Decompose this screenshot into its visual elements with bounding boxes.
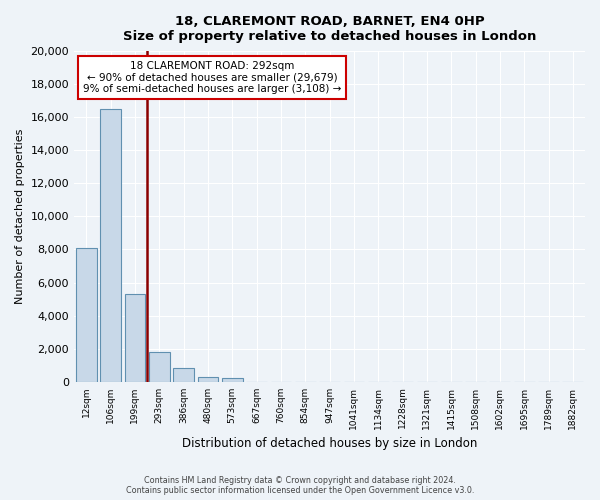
Bar bbox=[149, 352, 170, 382]
Bar bbox=[173, 368, 194, 382]
X-axis label: Distribution of detached houses by size in London: Distribution of detached houses by size … bbox=[182, 437, 477, 450]
Y-axis label: Number of detached properties: Number of detached properties bbox=[15, 128, 25, 304]
Bar bbox=[100, 109, 121, 382]
Bar bbox=[125, 294, 145, 382]
Title: 18, CLAREMONT ROAD, BARNET, EN4 0HP
Size of property relative to detached houses: 18, CLAREMONT ROAD, BARNET, EN4 0HP Size… bbox=[123, 15, 536, 43]
Text: 18 CLAREMONT ROAD: 292sqm
← 90% of detached houses are smaller (29,679)
9% of se: 18 CLAREMONT ROAD: 292sqm ← 90% of detac… bbox=[83, 61, 341, 94]
Bar bbox=[222, 378, 242, 382]
Bar bbox=[76, 248, 97, 382]
Text: Contains HM Land Registry data © Crown copyright and database right 2024.
Contai: Contains HM Land Registry data © Crown c… bbox=[126, 476, 474, 495]
Bar bbox=[197, 376, 218, 382]
